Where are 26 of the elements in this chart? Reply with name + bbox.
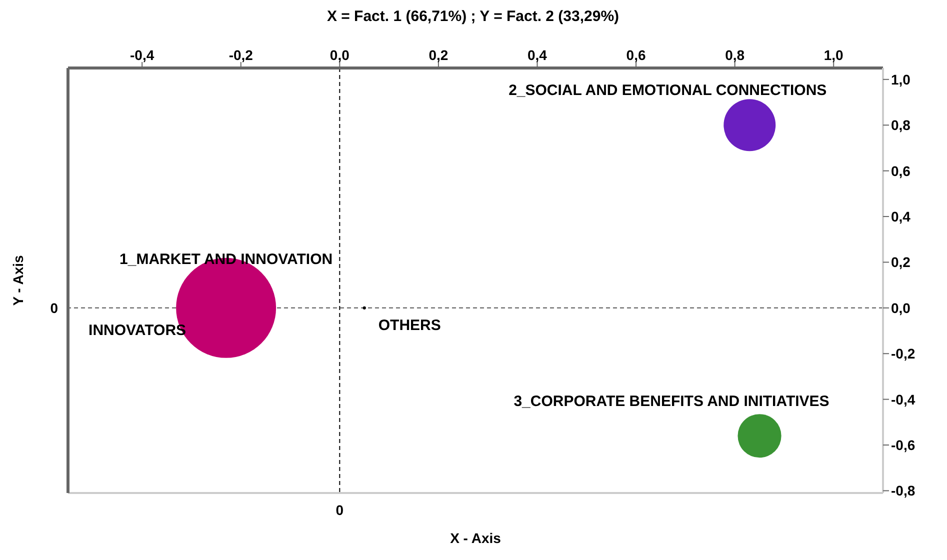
annotation: 2_SOCIAL AND EMOTIONAL CONNECTIONS bbox=[508, 82, 827, 100]
x-tick-label: 0,8 bbox=[725, 47, 745, 63]
x-tick-label: 1,0 bbox=[824, 47, 844, 63]
y-tick-label: -0,2 bbox=[891, 346, 916, 362]
y-axis-title: Y - Axis bbox=[10, 255, 26, 306]
x-tick-label: 0,6 bbox=[626, 47, 646, 63]
ref-line-label: 0 bbox=[336, 502, 344, 518]
y-tick-label: 0,8 bbox=[891, 117, 911, 134]
x-tick-label: 0,4 bbox=[528, 47, 548, 63]
annotation: OTHERS bbox=[378, 316, 441, 334]
y-tick-label: -0,6 bbox=[891, 436, 916, 453]
ref-line-label: 0 bbox=[50, 300, 58, 316]
x-tick-label: 0,2 bbox=[428, 47, 448, 63]
y-tick-label: -0,8 bbox=[891, 482, 916, 499]
x-tick-label: -0,2 bbox=[228, 47, 254, 63]
y-tick-label: 1,0 bbox=[891, 71, 911, 88]
annotation: 3_CORPORATE BENEFITS AND INITIATIVES bbox=[514, 392, 830, 410]
y-tick-label: 0,0 bbox=[891, 300, 911, 316]
y-tick-label: 0,4 bbox=[891, 208, 911, 224]
chart-title: X = Fact. 1 (66,71%) ; Y = Fact. 2 (33,29%) bbox=[326, 8, 620, 27]
y-tick-label: 0,2 bbox=[891, 254, 911, 270]
x-tick-label: 0,0 bbox=[330, 47, 350, 63]
y-tick-label: -0,4 bbox=[891, 391, 916, 408]
x-axis-title: X - Axis bbox=[450, 530, 502, 546]
y-tick-label: 0,6 bbox=[891, 162, 911, 179]
x-tick-label: -0,4 bbox=[130, 47, 154, 63]
